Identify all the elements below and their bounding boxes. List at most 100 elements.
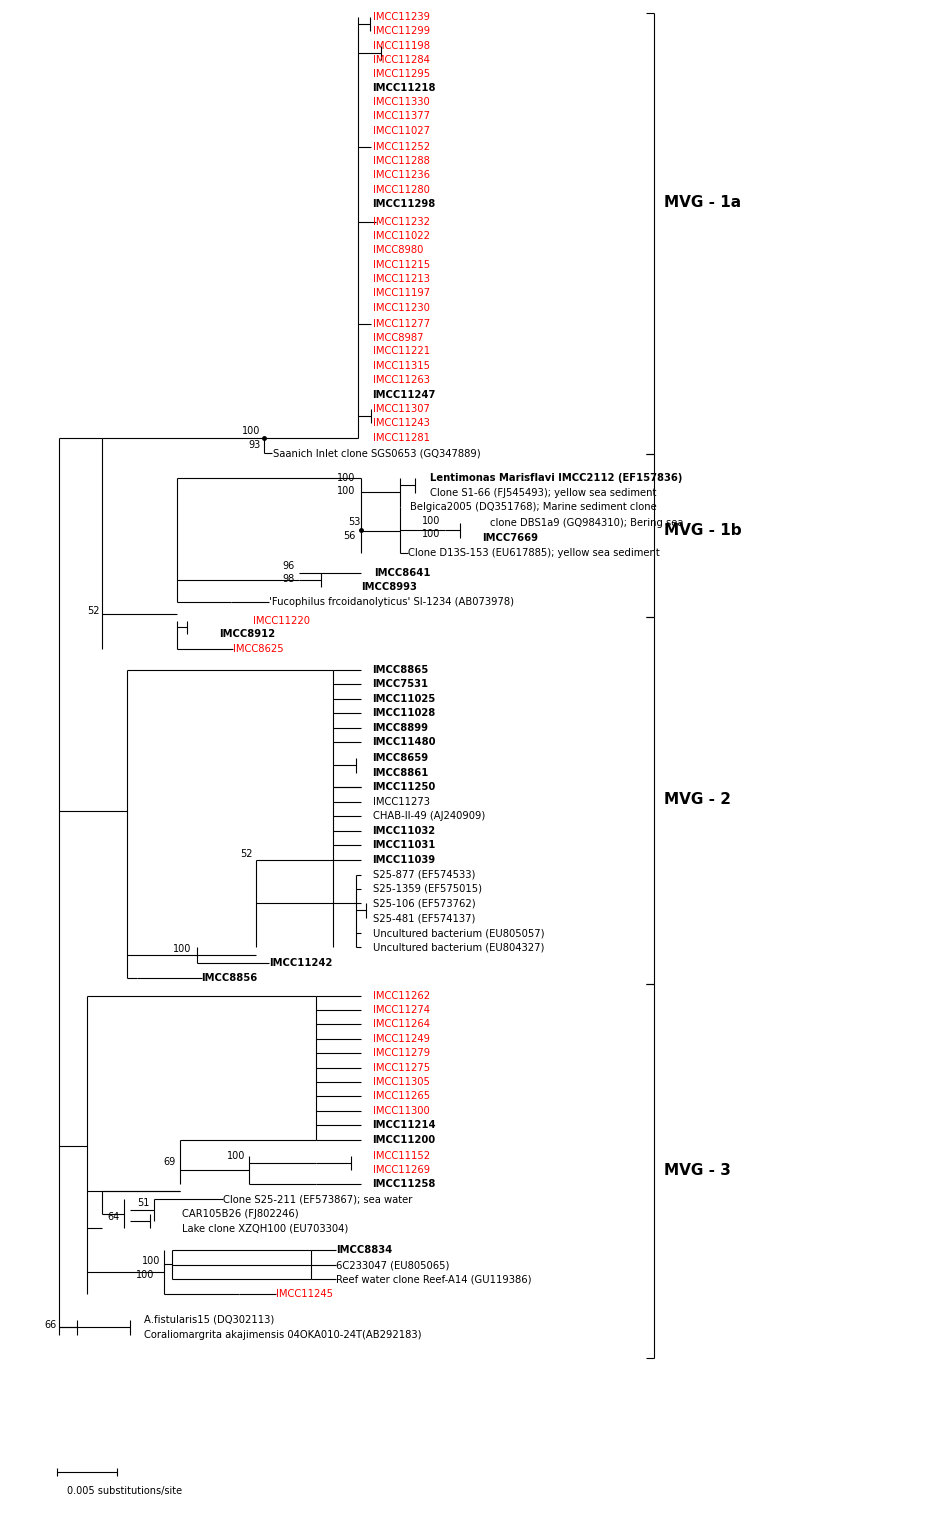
Text: Lake clone XZQH100 (EU703304): Lake clone XZQH100 (EU703304): [182, 1223, 348, 1234]
Text: IMCC11215: IMCC11215: [373, 260, 430, 269]
Text: IMCC11022: IMCC11022: [373, 232, 429, 241]
Text: IMCC11295: IMCC11295: [373, 68, 430, 79]
Text: 96: 96: [283, 560, 295, 571]
Text: 100: 100: [242, 427, 260, 436]
Text: IMCC11247: IMCC11247: [373, 391, 436, 400]
Text: IMCC8834: IMCC8834: [336, 1245, 393, 1255]
Text: IMCC8856: IMCC8856: [202, 974, 258, 983]
Text: 64: 64: [108, 1213, 120, 1222]
Text: IMCC11281: IMCC11281: [373, 433, 429, 444]
Text: IMCC11213: IMCC11213: [373, 274, 429, 283]
Text: S25-877 (EF574533): S25-877 (EF574533): [373, 869, 475, 880]
Text: MVG - 1a: MVG - 1a: [664, 194, 741, 209]
Text: IMCC8865: IMCC8865: [373, 665, 429, 675]
Text: IMCC11032: IMCC11032: [373, 825, 436, 836]
Text: IMCC11230: IMCC11230: [373, 303, 429, 313]
Text: 51: 51: [137, 1199, 150, 1208]
Text: 100: 100: [227, 1151, 245, 1161]
Text: IMCC11299: IMCC11299: [373, 26, 430, 36]
Text: 100: 100: [337, 486, 356, 497]
Text: IMCC11307: IMCC11307: [373, 404, 429, 415]
Text: CAR105B26 (FJ802246): CAR105B26 (FJ802246): [182, 1210, 299, 1219]
Text: IMCC7531: IMCC7531: [373, 680, 429, 689]
Text: IMCC11262: IMCC11262: [373, 992, 430, 1001]
Text: IMCC11280: IMCC11280: [373, 185, 429, 195]
Text: IMCC8980: IMCC8980: [373, 245, 423, 254]
Text: IMCC11288: IMCC11288: [373, 156, 429, 167]
Text: IMCC11025: IMCC11025: [373, 695, 436, 704]
Text: MVG - 2: MVG - 2: [664, 792, 731, 807]
Text: MVG - 1b: MVG - 1b: [664, 524, 742, 539]
Text: IMCC11284: IMCC11284: [373, 55, 429, 65]
Text: 93: 93: [248, 441, 260, 450]
Text: Clone D13S-153 (EU617885); yellow sea sediment: Clone D13S-153 (EU617885); yellow sea se…: [408, 548, 660, 557]
Text: IMCC11300: IMCC11300: [373, 1105, 429, 1116]
Text: 100: 100: [422, 528, 440, 539]
Text: IMCC11214: IMCC11214: [373, 1120, 437, 1129]
Text: IMCC11239: IMCC11239: [373, 12, 429, 21]
Text: IMCC8987: IMCC8987: [373, 333, 423, 342]
Text: Uncultured bacterium (EU805057): Uncultured bacterium (EU805057): [373, 928, 544, 939]
Text: 100: 100: [174, 945, 192, 954]
Text: 100: 100: [142, 1257, 160, 1266]
Text: IMCC11039: IMCC11039: [373, 854, 436, 864]
Text: IMCC11250: IMCC11250: [373, 781, 436, 792]
Text: IMCC11279: IMCC11279: [373, 1048, 430, 1058]
Text: IMCC11274: IMCC11274: [373, 1005, 429, 1014]
Text: IMCC11152: IMCC11152: [373, 1151, 430, 1161]
Text: IMCC11263: IMCC11263: [373, 375, 429, 386]
Text: S25-106 (EF573762): S25-106 (EF573762): [373, 898, 475, 908]
Text: IMCC11480: IMCC11480: [373, 737, 436, 746]
Text: 'Fucophilus frcoidanolyticus' SI-1234 (AB073978): 'Fucophilus frcoidanolyticus' SI-1234 (A…: [269, 597, 515, 607]
Text: S25-1359 (EF575015): S25-1359 (EF575015): [373, 884, 482, 893]
Text: 52: 52: [239, 849, 253, 858]
Text: IMCC8912: IMCC8912: [220, 630, 276, 639]
Text: Lentimonas Marisflavi IMCC2112 (EF157836): Lentimonas Marisflavi IMCC2112 (EF157836…: [430, 472, 683, 483]
Text: IMCC11243: IMCC11243: [373, 418, 429, 428]
Text: Belgica2005 (DQ351768); Marine sediment clone: Belgica2005 (DQ351768); Marine sediment …: [410, 503, 657, 512]
Text: IMCC11258: IMCC11258: [373, 1179, 436, 1190]
Text: 69: 69: [163, 1157, 176, 1166]
Text: IMCC11377: IMCC11377: [373, 112, 429, 121]
Text: IMCC11298: IMCC11298: [373, 198, 436, 209]
Text: IMCC11273: IMCC11273: [373, 796, 429, 807]
Text: IMCC11221: IMCC11221: [373, 347, 430, 356]
Text: IMCC11200: IMCC11200: [373, 1134, 436, 1145]
Text: IMCC8659: IMCC8659: [373, 752, 429, 763]
Text: A.fistularis15 (DQ302113): A.fistularis15 (DQ302113): [144, 1316, 274, 1325]
Text: IMCC11252: IMCC11252: [373, 142, 430, 153]
Text: 98: 98: [283, 574, 295, 584]
Text: Saanich Inlet clone SGS0653 (GQ347889): Saanich Inlet clone SGS0653 (GQ347889): [273, 448, 481, 459]
Text: MVG - 3: MVG - 3: [664, 1163, 731, 1178]
Text: Reef water clone Reef-A14 (GU119386): Reef water clone Reef-A14 (GU119386): [336, 1275, 531, 1284]
Text: CHAB-II-49 (AJ240909): CHAB-II-49 (AJ240909): [373, 812, 485, 821]
Text: IMCC11275: IMCC11275: [373, 1063, 430, 1073]
Text: IMCC11305: IMCC11305: [373, 1076, 429, 1087]
Text: IMCC8993: IMCC8993: [361, 581, 417, 592]
Text: IMCC11220: IMCC11220: [254, 616, 310, 625]
Text: IMCC11242: IMCC11242: [269, 958, 332, 969]
Text: IMCC8641: IMCC8641: [375, 568, 431, 578]
Text: 100: 100: [135, 1270, 154, 1281]
Text: IMCC11197: IMCC11197: [373, 288, 430, 298]
Text: 52: 52: [86, 606, 100, 616]
Text: IMCC8861: IMCC8861: [373, 768, 429, 778]
Text: IMCC11245: IMCC11245: [276, 1288, 333, 1299]
Text: Uncultured bacterium (EU804327): Uncultured bacterium (EU804327): [373, 942, 544, 952]
Text: Clone S1-66 (FJ545493); yellow sea sediment: Clone S1-66 (FJ545493); yellow sea sedim…: [430, 488, 656, 498]
Text: 0.005 substitutions/site: 0.005 substitutions/site: [68, 1487, 182, 1496]
Text: Coraliomargrita akajimensis 04OKA010-24T(AB292183): Coraliomargrita akajimensis 04OKA010-24T…: [144, 1329, 422, 1340]
Text: IMCC11265: IMCC11265: [373, 1090, 430, 1101]
Text: 100: 100: [422, 516, 440, 525]
Text: IMCC11249: IMCC11249: [373, 1034, 429, 1045]
Text: IMCC11198: IMCC11198: [373, 41, 429, 50]
Text: IMCC11028: IMCC11028: [373, 709, 436, 718]
Text: 100: 100: [337, 472, 356, 483]
Text: IMCC11264: IMCC11264: [373, 1019, 429, 1030]
Text: IMCC11232: IMCC11232: [373, 217, 429, 227]
Text: IMCC8625: IMCC8625: [234, 645, 284, 654]
Text: S25-481 (EF574137): S25-481 (EF574137): [373, 913, 475, 924]
Text: 66: 66: [44, 1320, 56, 1329]
Text: IMCC11218: IMCC11218: [373, 83, 436, 94]
Text: IMCC7669: IMCC7669: [482, 533, 538, 544]
